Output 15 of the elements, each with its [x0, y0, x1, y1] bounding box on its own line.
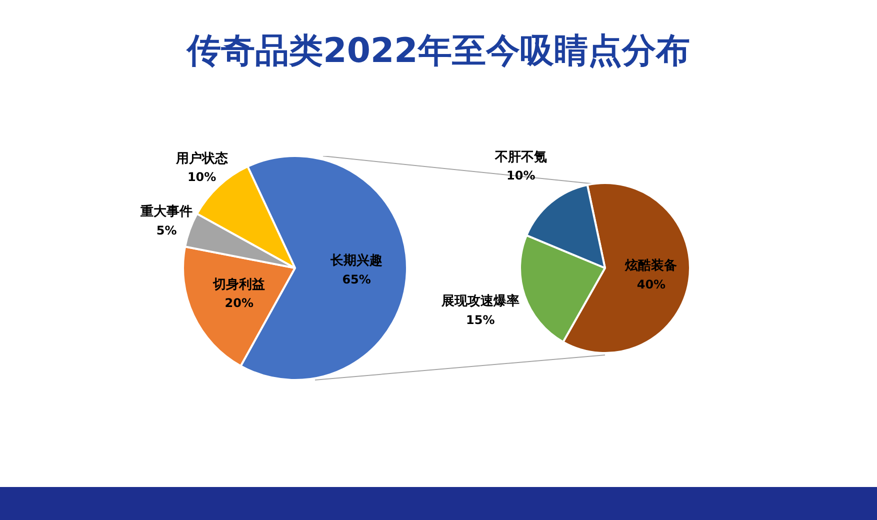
data-label: 65% [342, 272, 371, 286]
slice-label: 不肝不氪 [494, 150, 547, 165]
chart-title: 传奇品类2022年至今吸睛点分布 [185, 30, 691, 73]
data-label: 10% [506, 168, 536, 183]
slice-label: 长期兴趣 [330, 252, 383, 269]
data-label: 40% [636, 277, 666, 292]
slice-label: 展现攻速爆率 [440, 293, 520, 310]
data-label: 10% [187, 170, 216, 184]
slice-label: 切身利益 [212, 276, 266, 292]
slice-label: 重大事件 [140, 204, 193, 220]
data-label: 5% [156, 223, 177, 238]
data-label: 20% [224, 296, 254, 310]
slice-label: 炫酷装备 [624, 258, 678, 274]
data-label: 15% [466, 312, 495, 327]
slice-label: 用户状态 [174, 150, 229, 166]
